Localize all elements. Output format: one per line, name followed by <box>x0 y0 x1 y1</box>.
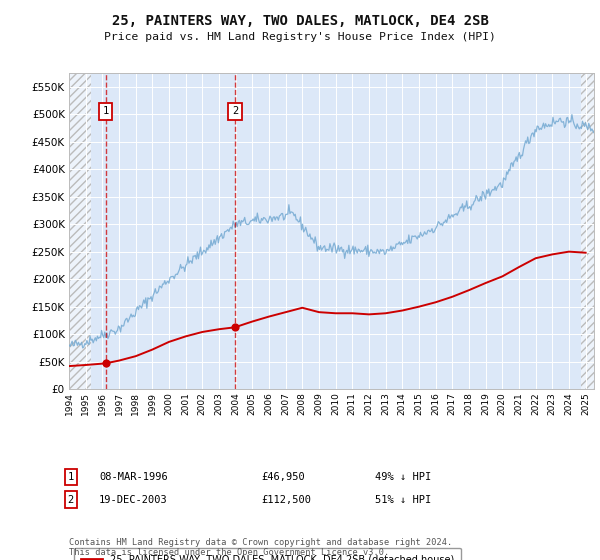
Text: 49% ↓ HPI: 49% ↓ HPI <box>375 472 431 482</box>
Text: 25, PAINTERS WAY, TWO DALES, MATLOCK, DE4 2SB: 25, PAINTERS WAY, TWO DALES, MATLOCK, DE… <box>112 14 488 28</box>
Text: 51% ↓ HPI: 51% ↓ HPI <box>375 494 431 505</box>
Text: 2: 2 <box>68 494 74 505</box>
Text: 19-DEC-2003: 19-DEC-2003 <box>99 494 168 505</box>
Text: 1: 1 <box>103 106 109 116</box>
Bar <box>581 73 594 389</box>
Legend: 25, PAINTERS WAY, TWO DALES, MATLOCK, DE4 2SB (detached house), HPI: Average pri: 25, PAINTERS WAY, TWO DALES, MATLOCK, DE… <box>74 548 461 560</box>
Text: 2: 2 <box>232 106 238 116</box>
Text: 1: 1 <box>68 472 74 482</box>
Point <box>101 359 110 368</box>
Bar <box>69 73 91 389</box>
Point <box>230 323 240 332</box>
Text: 08-MAR-1996: 08-MAR-1996 <box>99 472 168 482</box>
Text: Price paid vs. HM Land Registry's House Price Index (HPI): Price paid vs. HM Land Registry's House … <box>104 32 496 43</box>
Text: £46,950: £46,950 <box>261 472 305 482</box>
Bar <box>69 73 91 389</box>
Text: Contains HM Land Registry data © Crown copyright and database right 2024.
This d: Contains HM Land Registry data © Crown c… <box>69 538 452 557</box>
Text: £112,500: £112,500 <box>261 494 311 505</box>
Bar <box>581 73 594 389</box>
